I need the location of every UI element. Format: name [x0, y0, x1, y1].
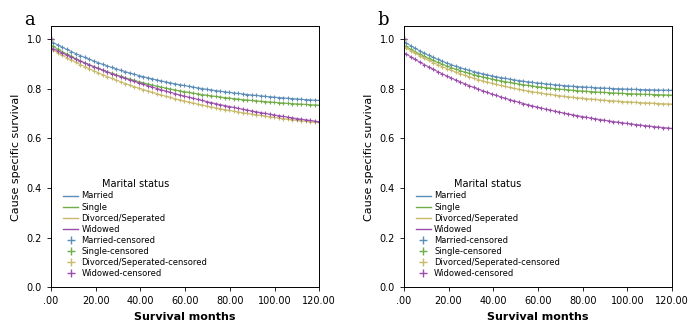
Text: b: b: [377, 11, 388, 29]
Y-axis label: Cause specific survival: Cause specific survival: [364, 93, 374, 220]
Y-axis label: Cause specific survival: Cause specific survival: [11, 93, 21, 220]
Text: a: a: [25, 11, 35, 29]
X-axis label: Survival months: Survival months: [134, 312, 236, 322]
X-axis label: Survival months: Survival months: [487, 312, 589, 322]
Legend: Married, Single, Divorced/Seperated, Widowed, Married-censored, Single-censored,: Married, Single, Divorced/Seperated, Wid…: [414, 177, 563, 280]
Legend: Married, Single, Divorced/Seperated, Widowed, Married-censored, Single-censored,: Married, Single, Divorced/Seperated, Wid…: [61, 177, 210, 280]
